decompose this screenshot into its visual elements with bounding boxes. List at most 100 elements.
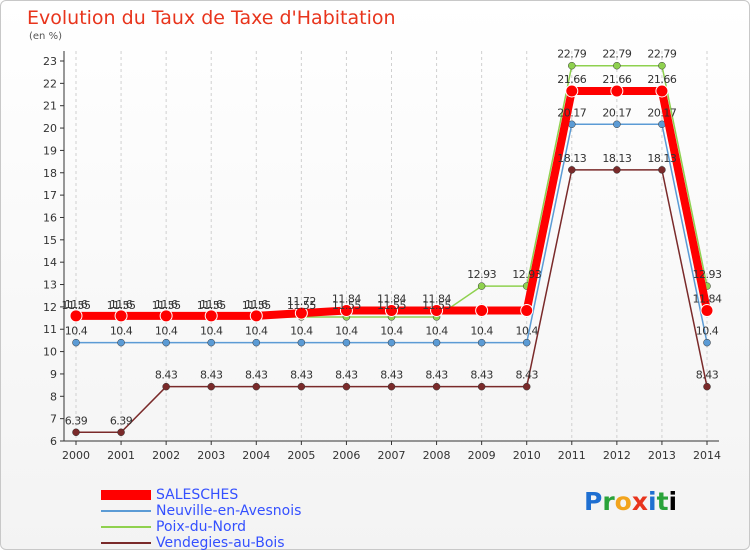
legend-swatch-vendegies <box>101 542 151 544</box>
data-label: 11.6 <box>200 298 223 311</box>
data-point <box>477 282 486 290</box>
data-label: 10.4 <box>290 325 313 338</box>
data-label: 11.6 <box>65 298 88 311</box>
x-tick-label: 2006 <box>332 449 360 462</box>
x-tick-label: 2003 <box>197 449 225 462</box>
data-point <box>249 309 263 323</box>
data-point <box>568 61 576 70</box>
unit-label: (en %) <box>29 31 62 42</box>
y-tick-label: 17 <box>43 189 57 202</box>
data-point <box>565 84 579 98</box>
data-label: 11.84 <box>693 292 722 305</box>
data-label: 18.13 <box>602 152 631 165</box>
data-point <box>339 303 353 317</box>
data-label: 8.43 <box>335 369 358 382</box>
data-point <box>477 338 486 347</box>
logo-letter: t <box>656 487 669 516</box>
data-point <box>658 166 666 174</box>
data-point <box>72 428 80 437</box>
data-label: 11.55 <box>152 299 181 312</box>
data-point <box>162 382 170 391</box>
logo-letter: i <box>648 487 657 516</box>
data-label: 11.55 <box>197 299 226 312</box>
y-tick-label: 18 <box>43 167 57 180</box>
data-point <box>252 338 261 347</box>
y-tick-label: 10 <box>43 346 57 359</box>
data-point <box>613 166 621 174</box>
x-tick-label: 2007 <box>378 449 406 462</box>
data-point <box>117 428 125 437</box>
data-label: 11.55 <box>377 299 406 312</box>
data-label: 8.43 <box>515 369 538 382</box>
data-point <box>703 338 711 347</box>
data-point <box>162 338 170 347</box>
data-label: 11.6 <box>245 298 268 311</box>
data-point <box>294 306 308 320</box>
data-label: 20.17 <box>602 106 631 119</box>
legend-label-salesches: SALESCHES <box>156 487 239 503</box>
data-point <box>117 338 125 347</box>
data-label: 11.6 <box>110 298 133 311</box>
data-label: 10.4 <box>425 325 448 338</box>
data-point <box>387 338 396 347</box>
y-tick-label: 6 <box>50 435 57 448</box>
data-point <box>432 382 441 391</box>
data-label: 11.6 <box>155 298 178 311</box>
y-tick-label: 8 <box>50 390 57 403</box>
data-label: 10.4 <box>245 325 268 338</box>
x-tick-label: 2008 <box>423 449 451 462</box>
data-label: 8.43 <box>425 369 448 382</box>
x-tick-label: 2014 <box>693 449 721 462</box>
data-label: 11.55 <box>107 299 136 312</box>
y-tick-label: 16 <box>43 211 57 224</box>
data-point <box>342 382 351 391</box>
data-point <box>204 309 218 323</box>
y-tick-label: 22 <box>43 77 57 90</box>
data-label: 12.93 <box>512 268 541 281</box>
data-point <box>658 61 666 70</box>
data-label: 8.43 <box>155 369 178 382</box>
data-label: 10.4 <box>155 325 178 338</box>
data-point <box>613 120 621 129</box>
data-label: 8.43 <box>290 369 313 382</box>
data-point <box>387 382 396 391</box>
logo-letter: i <box>668 487 678 516</box>
x-tick-label: 2010 <box>513 449 541 462</box>
logo-letter: P <box>584 487 603 516</box>
data-label: 11.55 <box>332 299 361 312</box>
data-label: 10.4 <box>696 325 719 338</box>
data-label: 20.17 <box>557 106 586 119</box>
data-point <box>69 309 83 323</box>
data-label: 10.4 <box>200 325 223 338</box>
data-point <box>568 166 576 174</box>
legend-swatch-neuville <box>101 510 151 512</box>
y-tick-label: 12 <box>43 301 57 314</box>
x-tick-label: 2005 <box>287 449 315 462</box>
data-label: 18.13 <box>647 152 676 165</box>
logo-letter: x <box>631 487 648 516</box>
data-label: 11.84 <box>422 292 451 305</box>
data-label: 11.55 <box>422 299 451 312</box>
data-point <box>297 382 306 391</box>
data-point <box>297 338 306 347</box>
legend-label-neuville: Neuville-en-Avesnois <box>156 503 302 519</box>
data-point <box>703 382 711 391</box>
data-point <box>475 303 489 317</box>
data-label: 18.13 <box>557 152 586 165</box>
data-label: 20.17 <box>647 106 676 119</box>
data-label: 11.55 <box>242 299 271 312</box>
data-label: 8.43 <box>200 369 223 382</box>
data-label: 6.39 <box>65 414 88 427</box>
chart-title: Evolution du Taux de Taxe d'Habitation <box>27 7 396 29</box>
data-label: 21.66 <box>557 73 586 86</box>
y-tick-label: 13 <box>43 279 57 292</box>
x-tick-label: 2013 <box>648 449 676 462</box>
data-label: 6.39 <box>110 414 133 427</box>
data-label: 22.79 <box>602 48 631 61</box>
data-label: 21.66 <box>647 73 676 86</box>
data-label: 10.4 <box>65 325 88 338</box>
data-label: 21.66 <box>602 73 631 86</box>
data-point <box>522 382 531 391</box>
data-point <box>385 303 398 317</box>
